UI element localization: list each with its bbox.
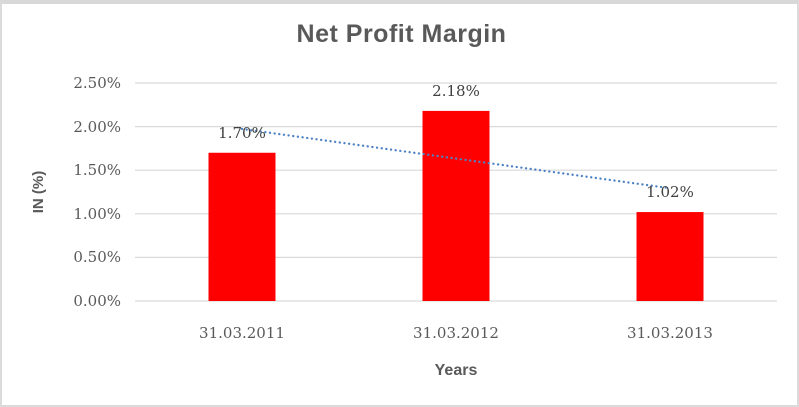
x-axis-title: Years bbox=[434, 362, 478, 379]
data-label: 1.70% bbox=[218, 123, 266, 142]
plot-area bbox=[135, 82, 777, 302]
data-label: 2.18% bbox=[432, 81, 480, 100]
category-label: 31.03.2012 bbox=[413, 324, 499, 342]
bar-31.03.2011 bbox=[208, 152, 276, 301]
chart-title: Net Profit Margin bbox=[296, 20, 507, 48]
y-tick-label: 2.50% bbox=[73, 74, 121, 92]
category-label: 31.03.2011 bbox=[199, 324, 285, 342]
bar-31.03.2012 bbox=[422, 110, 490, 302]
y-tick-label: 0.00% bbox=[73, 292, 121, 310]
bar-31.03.2013 bbox=[636, 212, 704, 301]
trendline bbox=[240, 127, 672, 190]
y-tick-label: 1.00% bbox=[73, 204, 121, 223]
y-tick-label: 1.50% bbox=[73, 161, 121, 180]
data-label: 1.02% bbox=[646, 183, 694, 202]
y-tick-label: 2.00% bbox=[73, 117, 121, 136]
category-label: 31.03.2013 bbox=[627, 324, 713, 342]
y-tick-label: 0.50% bbox=[73, 248, 121, 267]
